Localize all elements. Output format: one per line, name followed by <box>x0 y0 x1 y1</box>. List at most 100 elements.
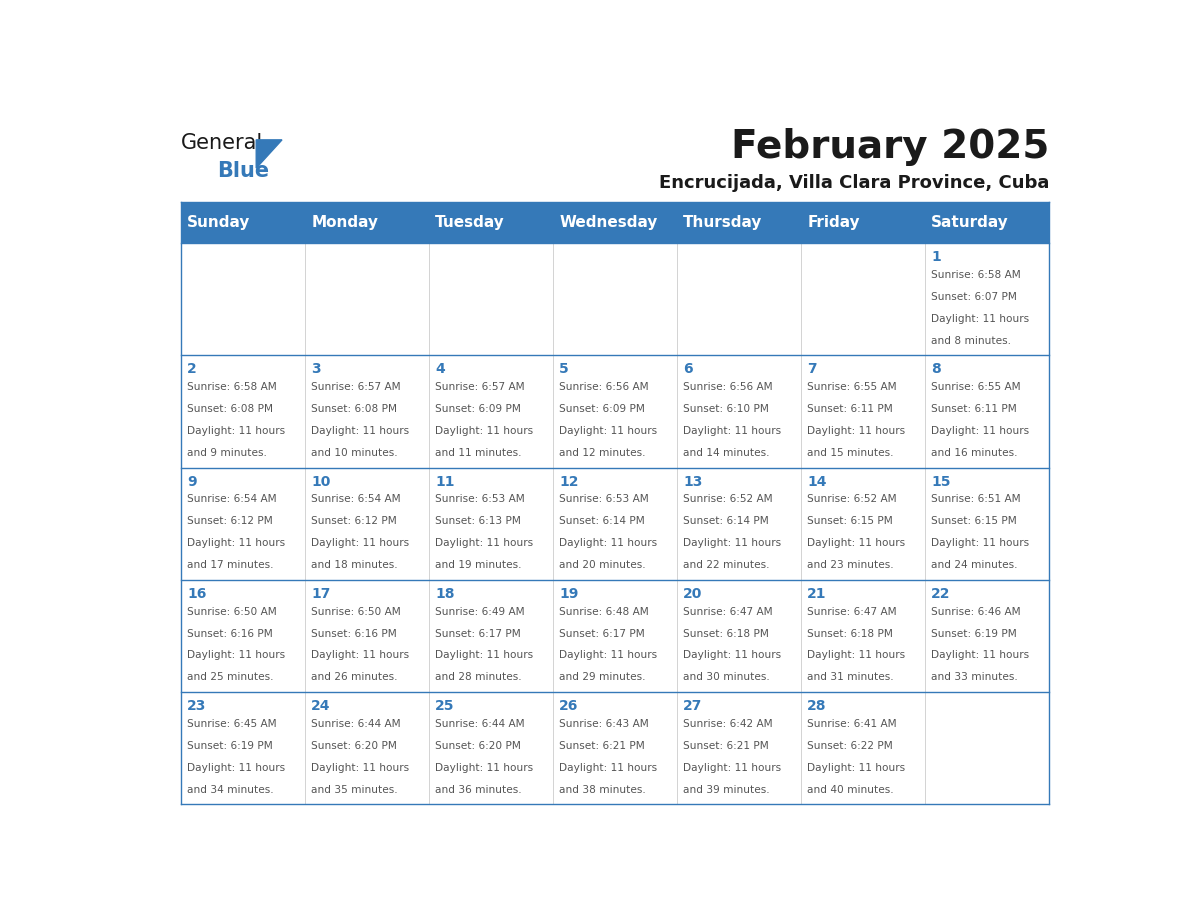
Text: Encrucijada, Villa Clara Province, Cuba: Encrucijada, Villa Clara Province, Cuba <box>658 174 1049 192</box>
Text: Daylight: 11 hours: Daylight: 11 hours <box>808 426 905 436</box>
Text: 2: 2 <box>188 363 197 376</box>
Text: Daylight: 11 hours: Daylight: 11 hours <box>808 763 905 773</box>
Text: Sunrise: 6:56 AM: Sunrise: 6:56 AM <box>560 382 649 392</box>
Text: Daylight: 11 hours: Daylight: 11 hours <box>560 426 657 436</box>
Text: Daylight: 11 hours: Daylight: 11 hours <box>188 651 285 660</box>
Text: Sunset: 6:07 PM: Sunset: 6:07 PM <box>931 292 1017 302</box>
Text: Friday: Friday <box>808 215 860 230</box>
Text: Daylight: 11 hours: Daylight: 11 hours <box>435 426 533 436</box>
Text: Daylight: 11 hours: Daylight: 11 hours <box>311 538 410 548</box>
Text: Daylight: 11 hours: Daylight: 11 hours <box>188 538 285 548</box>
Text: and 10 minutes.: and 10 minutes. <box>311 448 398 458</box>
Text: Sunset: 6:10 PM: Sunset: 6:10 PM <box>683 404 769 414</box>
Text: Daylight: 11 hours: Daylight: 11 hours <box>560 651 657 660</box>
Text: and 38 minutes.: and 38 minutes. <box>560 785 646 795</box>
Text: Daylight: 11 hours: Daylight: 11 hours <box>683 538 782 548</box>
Text: Sunrise: 6:42 AM: Sunrise: 6:42 AM <box>683 719 773 729</box>
Text: 26: 26 <box>560 700 579 713</box>
Text: Daylight: 11 hours: Daylight: 11 hours <box>435 538 533 548</box>
Text: and 36 minutes.: and 36 minutes. <box>435 785 522 795</box>
Text: Sunset: 6:21 PM: Sunset: 6:21 PM <box>560 741 645 751</box>
Text: Sunrise: 6:57 AM: Sunrise: 6:57 AM <box>435 382 525 392</box>
Text: Daylight: 11 hours: Daylight: 11 hours <box>188 426 285 436</box>
Text: 4: 4 <box>435 363 446 376</box>
Text: Tuesday: Tuesday <box>435 215 505 230</box>
Text: Daylight: 11 hours: Daylight: 11 hours <box>188 763 285 773</box>
Bar <box>181 202 1049 243</box>
Text: Sunset: 6:15 PM: Sunset: 6:15 PM <box>808 516 893 526</box>
Text: Sunrise: 6:51 AM: Sunrise: 6:51 AM <box>931 495 1020 504</box>
Text: Sunset: 6:20 PM: Sunset: 6:20 PM <box>435 741 522 751</box>
Text: Saturday: Saturday <box>931 215 1009 230</box>
Text: 16: 16 <box>188 587 207 601</box>
Text: 6: 6 <box>683 363 693 376</box>
Text: 21: 21 <box>808 587 827 601</box>
Text: 13: 13 <box>683 475 702 488</box>
Text: Sunset: 6:17 PM: Sunset: 6:17 PM <box>435 629 522 639</box>
Text: Sunrise: 6:45 AM: Sunrise: 6:45 AM <box>188 719 277 729</box>
Text: and 40 minutes.: and 40 minutes. <box>808 785 893 795</box>
Text: Sunday: Sunday <box>188 215 251 230</box>
Text: Sunrise: 6:44 AM: Sunrise: 6:44 AM <box>435 719 525 729</box>
Text: Thursday: Thursday <box>683 215 763 230</box>
Text: Sunset: 6:17 PM: Sunset: 6:17 PM <box>560 629 645 639</box>
Text: 24: 24 <box>311 700 330 713</box>
Text: 11: 11 <box>435 475 455 488</box>
Text: Sunrise: 6:50 AM: Sunrise: 6:50 AM <box>188 607 277 617</box>
Text: Daylight: 11 hours: Daylight: 11 hours <box>560 763 657 773</box>
Text: Sunrise: 6:43 AM: Sunrise: 6:43 AM <box>560 719 649 729</box>
Text: and 22 minutes.: and 22 minutes. <box>683 560 770 570</box>
Text: and 15 minutes.: and 15 minutes. <box>808 448 893 458</box>
Text: Sunrise: 6:50 AM: Sunrise: 6:50 AM <box>311 607 402 617</box>
Text: and 9 minutes.: and 9 minutes. <box>188 448 267 458</box>
Text: and 28 minutes.: and 28 minutes. <box>435 672 522 682</box>
Text: Sunrise: 6:58 AM: Sunrise: 6:58 AM <box>931 270 1022 280</box>
Text: and 14 minutes.: and 14 minutes. <box>683 448 770 458</box>
Text: Sunset: 6:12 PM: Sunset: 6:12 PM <box>311 516 397 526</box>
Text: Daylight: 11 hours: Daylight: 11 hours <box>931 314 1030 324</box>
Text: Daylight: 11 hours: Daylight: 11 hours <box>435 763 533 773</box>
Text: Sunset: 6:18 PM: Sunset: 6:18 PM <box>683 629 769 639</box>
Text: Daylight: 11 hours: Daylight: 11 hours <box>808 538 905 548</box>
Text: Sunset: 6:09 PM: Sunset: 6:09 PM <box>435 404 522 414</box>
Text: Sunrise: 6:46 AM: Sunrise: 6:46 AM <box>931 607 1020 617</box>
Text: and 34 minutes.: and 34 minutes. <box>188 785 273 795</box>
Text: Sunset: 6:15 PM: Sunset: 6:15 PM <box>931 516 1017 526</box>
Text: and 26 minutes.: and 26 minutes. <box>311 672 398 682</box>
Text: Sunrise: 6:49 AM: Sunrise: 6:49 AM <box>435 607 525 617</box>
Text: 19: 19 <box>560 587 579 601</box>
Text: 28: 28 <box>808 700 827 713</box>
Text: 20: 20 <box>683 587 702 601</box>
Text: Sunset: 6:14 PM: Sunset: 6:14 PM <box>683 516 769 526</box>
Text: Sunrise: 6:44 AM: Sunrise: 6:44 AM <box>311 719 400 729</box>
Text: 3: 3 <box>311 363 321 376</box>
Text: Sunrise: 6:55 AM: Sunrise: 6:55 AM <box>931 382 1020 392</box>
Text: and 25 minutes.: and 25 minutes. <box>188 672 273 682</box>
Text: Sunrise: 6:52 AM: Sunrise: 6:52 AM <box>683 495 773 504</box>
Text: and 11 minutes.: and 11 minutes. <box>435 448 522 458</box>
Text: 27: 27 <box>683 700 702 713</box>
Text: 7: 7 <box>808 363 817 376</box>
Text: Sunrise: 6:47 AM: Sunrise: 6:47 AM <box>808 607 897 617</box>
Text: Sunset: 6:09 PM: Sunset: 6:09 PM <box>560 404 645 414</box>
Text: Wednesday: Wednesday <box>560 215 658 230</box>
Text: and 12 minutes.: and 12 minutes. <box>560 448 646 458</box>
Text: Sunset: 6:08 PM: Sunset: 6:08 PM <box>311 404 397 414</box>
Text: 12: 12 <box>560 475 579 488</box>
Text: 23: 23 <box>188 700 207 713</box>
Text: Sunset: 6:21 PM: Sunset: 6:21 PM <box>683 741 769 751</box>
Text: 15: 15 <box>931 475 950 488</box>
Text: Sunrise: 6:41 AM: Sunrise: 6:41 AM <box>808 719 897 729</box>
Text: General: General <box>181 133 263 152</box>
Text: and 17 minutes.: and 17 minutes. <box>188 560 273 570</box>
Text: and 16 minutes.: and 16 minutes. <box>931 448 1018 458</box>
Text: Sunset: 6:11 PM: Sunset: 6:11 PM <box>931 404 1017 414</box>
Text: Sunset: 6:11 PM: Sunset: 6:11 PM <box>808 404 893 414</box>
Text: Sunset: 6:19 PM: Sunset: 6:19 PM <box>931 629 1017 639</box>
Text: 9: 9 <box>188 475 197 488</box>
Text: Monday: Monday <box>311 215 378 230</box>
Text: 25: 25 <box>435 700 455 713</box>
Text: Daylight: 11 hours: Daylight: 11 hours <box>683 651 782 660</box>
Text: Sunrise: 6:48 AM: Sunrise: 6:48 AM <box>560 607 649 617</box>
Text: Sunrise: 6:55 AM: Sunrise: 6:55 AM <box>808 382 897 392</box>
